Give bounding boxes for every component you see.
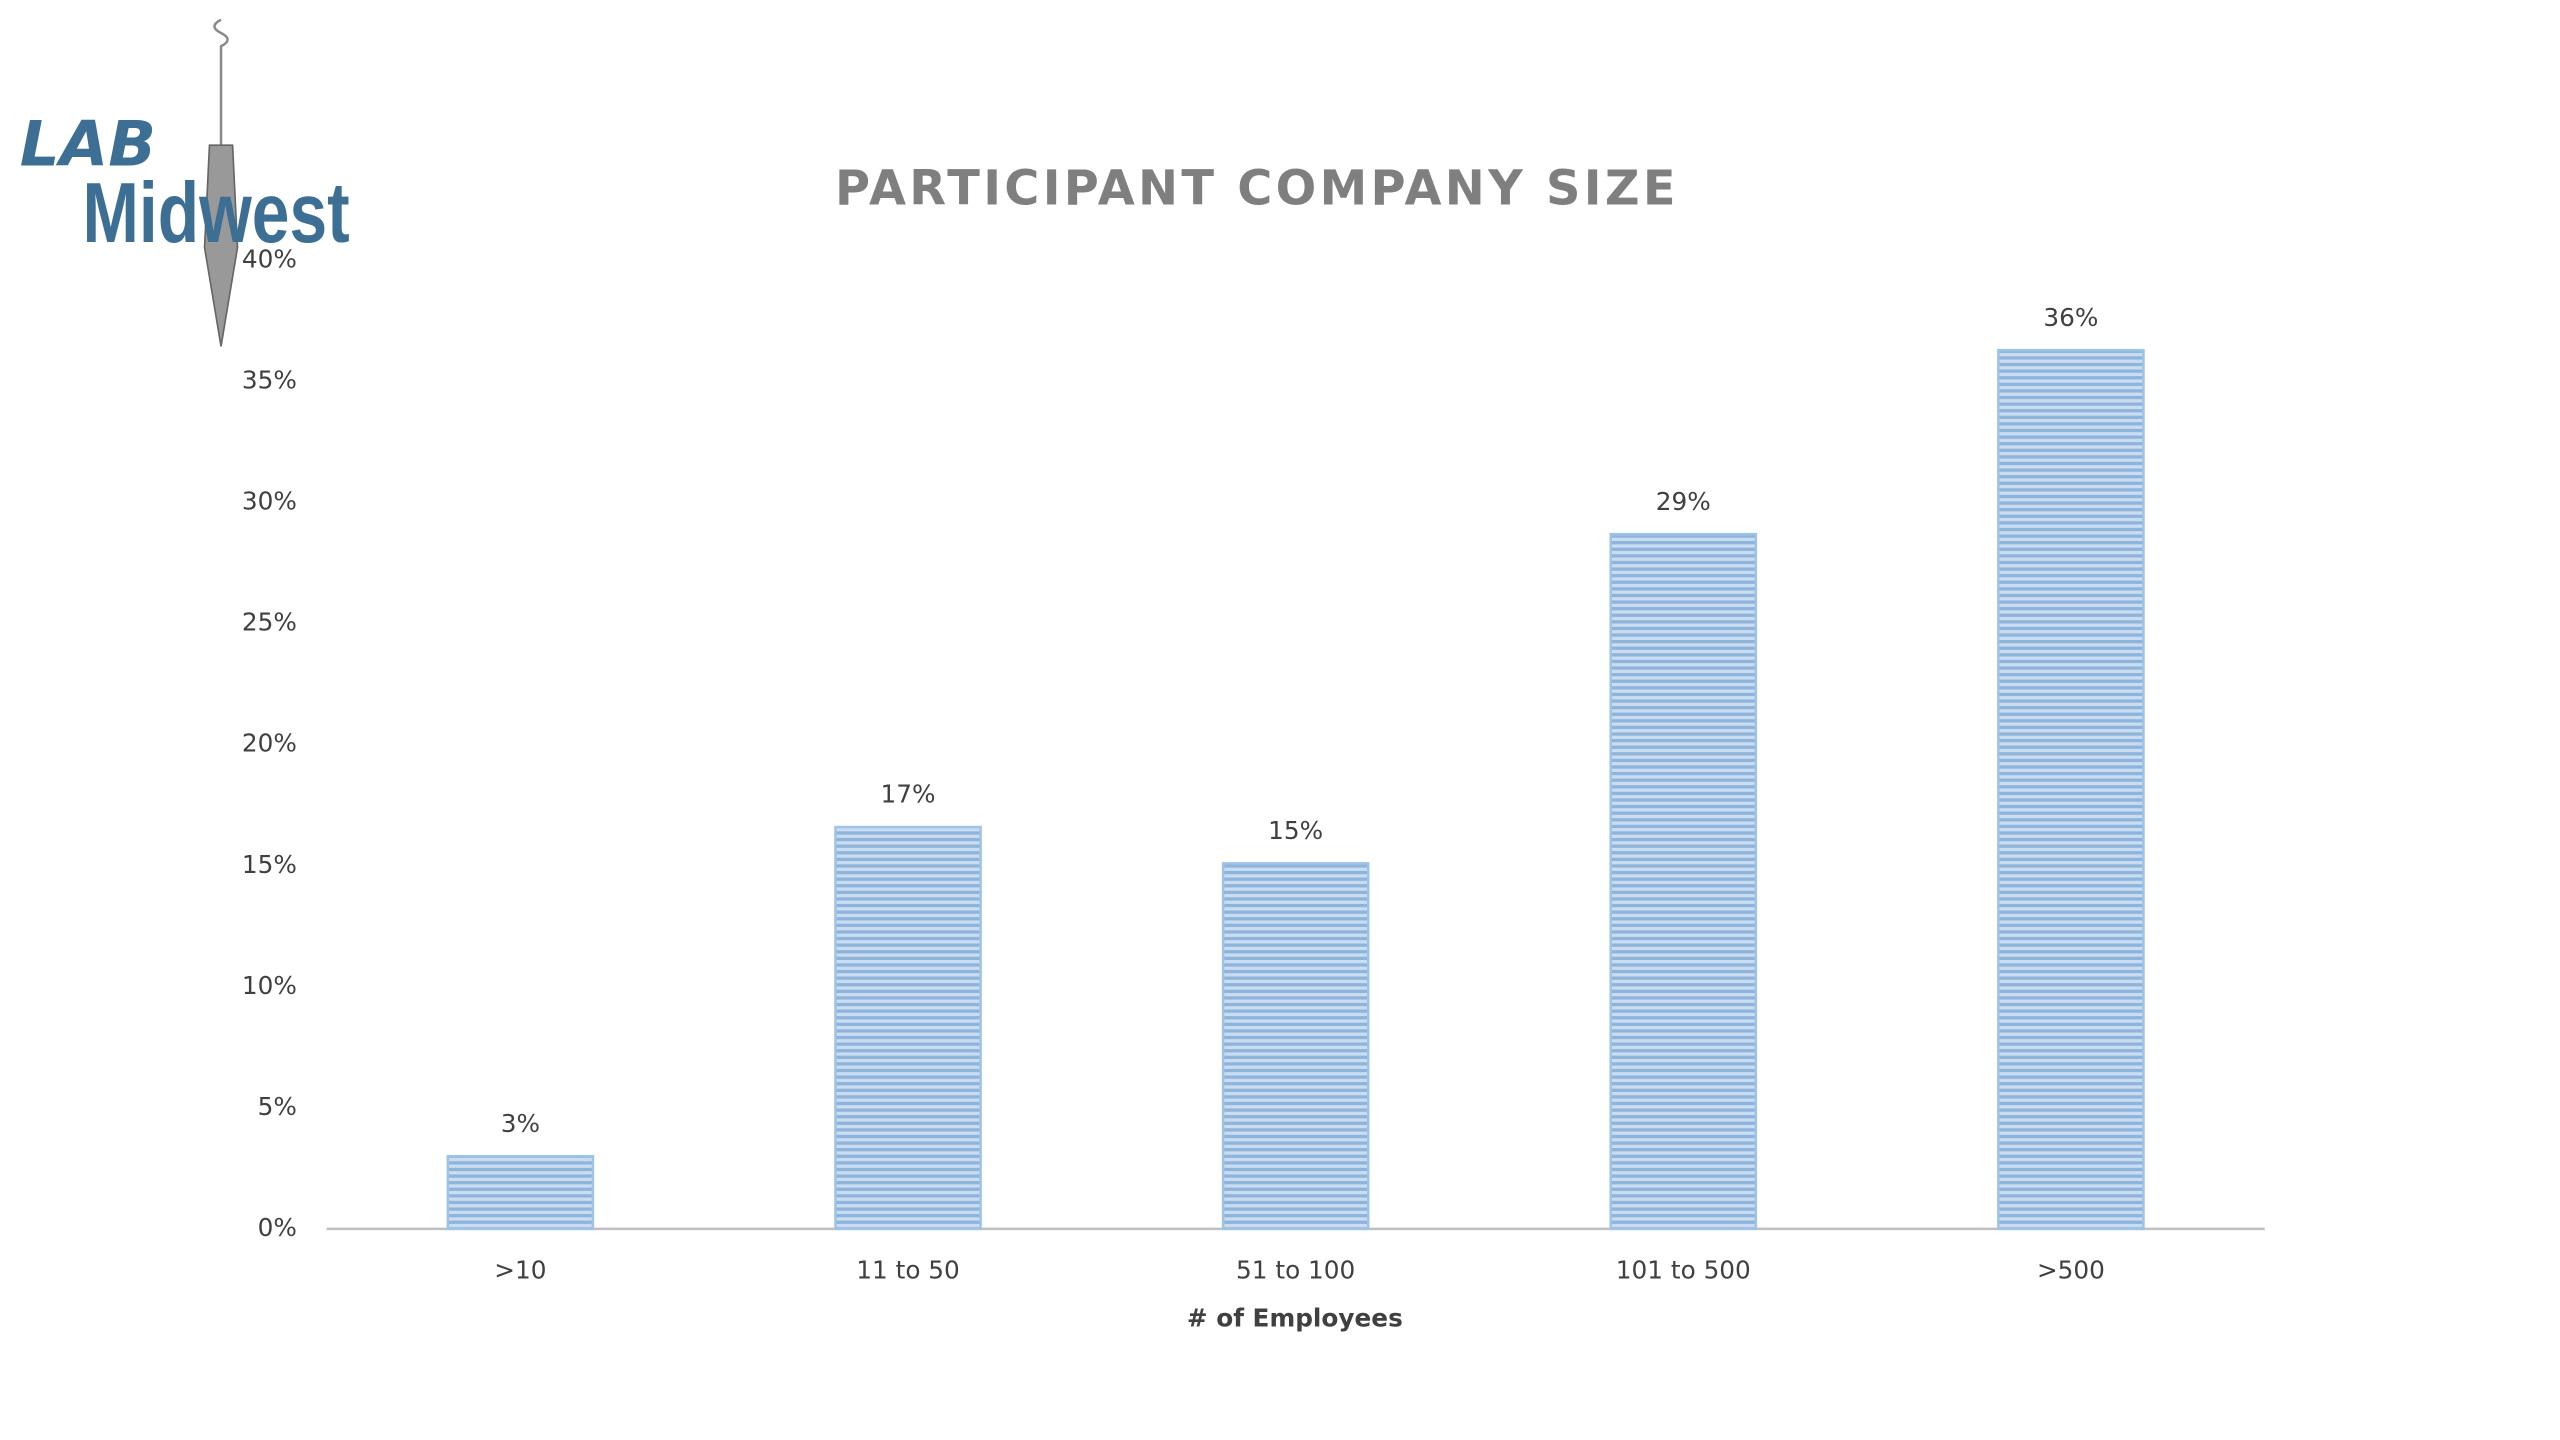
y-tick-label: 10%	[242, 971, 297, 1000]
x-tick-label: 101 to 500	[1616, 1256, 1751, 1285]
x-tick-label: >10	[494, 1256, 546, 1285]
logo-lab: LAB	[20, 108, 156, 181]
chart-title: PARTICIPANT COMPANY SIZE	[835, 161, 1679, 216]
y-tick-label: 20%	[242, 729, 297, 758]
y-tick-label: 5%	[258, 1092, 297, 1121]
data-label: 3%	[501, 1109, 540, 1138]
y-tick-label: 30%	[242, 487, 297, 516]
y-tick-label: 40%	[242, 245, 297, 274]
data-label: 15%	[1268, 816, 1323, 845]
y-tick-label: 15%	[242, 850, 297, 879]
bar	[1221, 862, 1370, 1231]
logo: LAB Midwest	[20, 18, 350, 347]
bar	[1609, 532, 1758, 1231]
x-tick-label: 11 to 50	[856, 1256, 960, 1285]
bar	[834, 825, 982, 1231]
data-label: 29%	[1656, 487, 1711, 516]
y-tick-label: 35%	[242, 366, 297, 395]
bar	[446, 1155, 595, 1231]
y-tick-label: 25%	[242, 608, 297, 637]
x-tick-label: >500	[2037, 1256, 2105, 1285]
logo-midwest: Midwest	[82, 165, 349, 261]
x-axis-label: # of Employees	[1187, 1304, 1403, 1333]
x-tick-label: 51 to 100	[1236, 1256, 1355, 1285]
bar	[1997, 348, 2145, 1231]
data-label: 17%	[881, 780, 936, 809]
data-label: 36%	[2043, 303, 2098, 332]
y-tick-label: 0%	[258, 1213, 297, 1242]
